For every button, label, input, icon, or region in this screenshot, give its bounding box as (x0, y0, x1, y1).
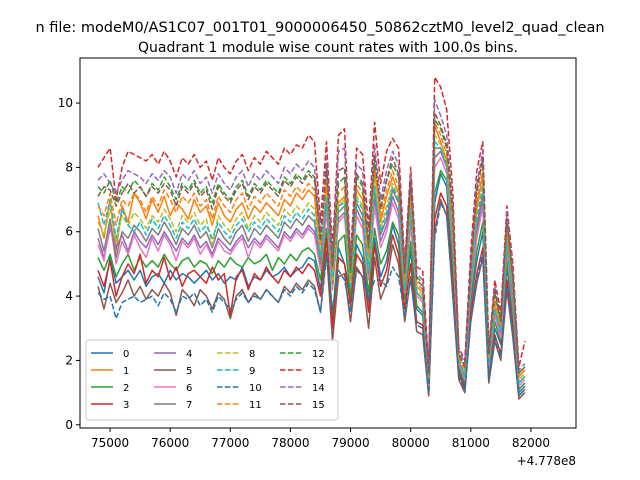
y-tick-label: 0 (65, 418, 73, 432)
y-tick-label: 2 (65, 353, 73, 367)
x-tick-label: 76000 (151, 436, 189, 450)
series-line-8 (97, 134, 526, 381)
legend-label-4: 4 (186, 349, 192, 360)
figure-suptitle: n file: modeM0/AS1C07_001T01_9000006450_… (35, 20, 604, 36)
legend-label-5: 5 (186, 366, 192, 377)
x-tick-label: 78000 (271, 436, 309, 450)
legend-label-1: 1 (123, 366, 129, 377)
legend-label-0: 0 (123, 349, 129, 360)
legend-label-6: 6 (186, 383, 192, 394)
legend-frame (85, 339, 339, 421)
legend-label-11: 11 (249, 400, 262, 411)
series-line-13 (97, 76, 526, 368)
axes-frame (79, 57, 577, 429)
plot-area: 75000 76000 77000 78000 79000 80000 81000 82000… (58, 57, 577, 468)
series-line-11 (97, 121, 526, 378)
legend-label-7: 7 (186, 400, 192, 411)
x-tick-label: 77000 (211, 436, 249, 450)
legend-label-9: 9 (249, 366, 255, 377)
x-tick-label: 75000 (91, 436, 129, 450)
legend-label-13: 13 (312, 366, 325, 377)
y-tick-label: 6 (65, 225, 73, 239)
legend-label-10: 10 (249, 383, 262, 394)
legend-label-14: 14 (312, 383, 325, 394)
series-line-10 (97, 202, 526, 397)
series-lines (97, 76, 526, 400)
legend-label-3: 3 (123, 400, 129, 411)
legend-label-8: 8 (249, 349, 255, 360)
y-axis: 0 2 4 6 8 10 (58, 96, 80, 432)
chart-title: Quadrant 1 module wise count rates with … (138, 40, 518, 56)
legend-label-12: 12 (312, 349, 325, 360)
y-tick-label: 8 (65, 160, 73, 174)
y-tick-label: 4 (65, 289, 73, 303)
y-tick-label: 10 (58, 96, 73, 110)
x-axis: 75000 76000 77000 78000 79000 80000 81000 82000 (91, 428, 550, 450)
legend-label-15: 15 (312, 400, 325, 411)
x-tick-label: 81000 (452, 436, 490, 450)
legend-label-2: 2 (123, 383, 129, 394)
series-line-5 (97, 198, 526, 400)
x-tick-label: 80000 (392, 436, 430, 450)
x-tick-label: 82000 (512, 436, 550, 450)
series-line-12 (97, 118, 526, 375)
x-axis-offset-label: +4.778e8 (517, 454, 576, 468)
series-line-15 (97, 111, 526, 375)
x-tick-label: 79000 (331, 436, 369, 450)
